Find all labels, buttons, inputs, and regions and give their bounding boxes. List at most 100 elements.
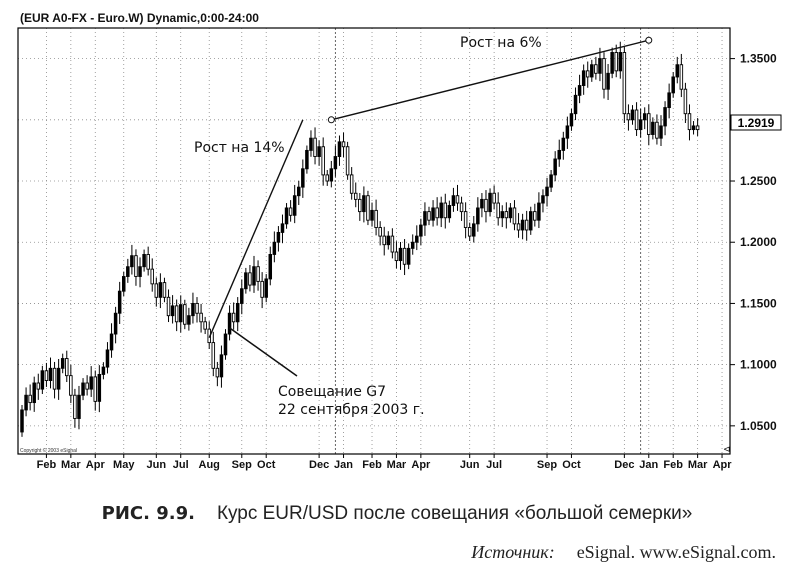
candle-body [244,272,248,290]
x-tick-label: Dec [309,459,329,471]
trend-line [208,119,304,338]
candle-body [614,52,618,72]
x-tick-label: Jul [486,459,502,471]
candle-body [419,224,423,237]
candle-body [235,302,240,323]
candle-body [439,202,443,219]
x-tick-label: Apr [411,459,431,471]
candle-body [447,205,452,219]
candle-body [659,125,663,139]
candle-body [541,195,545,204]
candle-body [56,367,61,390]
candle-body [626,113,631,121]
candle-body [524,219,529,231]
candle-body [488,192,492,213]
candle-body [472,223,476,237]
candle-body [638,119,643,131]
candle-body [467,227,472,237]
x-tick-label: Mar [387,459,407,471]
candle-body [561,137,566,151]
x-tick-label: Sep [537,459,557,471]
candle-body [520,219,525,231]
candle-body [150,268,154,285]
candle-body [687,113,692,131]
candle-body [545,186,549,197]
copyright-text: Copyright © 2003 eSignal [20,447,77,454]
x-tick-label: Jan [639,459,658,471]
candle-body [248,272,252,286]
trend-endpoint [645,36,653,44]
candle-body [573,94,578,115]
g7-annotation-line1: Совещание G7 [278,384,386,400]
x-tick-label: Oct [562,459,581,471]
candle-body [476,207,480,225]
candle-body [594,64,598,74]
y-tick-label: 1.3500 [740,52,777,66]
candle-body [101,366,106,375]
x-tick-label: Apr [86,459,106,471]
candle-body [406,247,411,265]
candle-body [333,156,338,170]
candle-body [394,251,399,262]
candle-body [280,223,285,233]
candle-body [203,321,207,330]
candle-body [410,241,415,249]
candle-body [77,394,81,419]
candle-body [305,149,309,170]
candle-body [529,211,533,231]
candle-body [227,312,232,335]
x-tick-label: Aug [199,459,220,471]
candle-body [378,227,382,237]
candle-body [695,125,700,131]
candle-body [117,290,122,314]
candle-body [618,52,623,72]
candle-body [671,76,675,94]
candle-body [565,125,570,139]
candle-body [138,266,142,277]
last-price-label: 1.2919 [738,116,775,130]
candle-body [301,168,305,188]
candle-body [223,333,228,356]
x-tick-label: Jun [460,459,480,471]
candle-body [325,174,330,182]
figure-caption: РИС. 9.9. Курс EUR/USD после совещания «б… [0,503,794,525]
source-text: eSignal. www.eSignal.com. [576,542,776,562]
candle-body [606,72,610,90]
candle-body [32,382,36,404]
candle-body [533,211,537,221]
x-tick-label: Sep [232,459,252,471]
candle-body [455,195,460,204]
candle-body [512,207,517,225]
candle-body [402,247,407,265]
candle-body [549,174,553,188]
candle-body [211,342,216,369]
candle-body [191,302,195,317]
candle-body [622,52,627,115]
x-tick-label: Mar [61,459,81,471]
candle-body [24,394,28,411]
chart-title: (EUR A0-FX - Euro.W) Dynamic,0:00-24:00 [20,11,259,25]
candle-body [105,349,110,368]
candle-body [89,376,93,390]
candle-body [691,125,696,131]
candle-body [569,113,574,127]
candle-body [121,276,126,292]
x-tick-label: Mar [688,459,708,471]
candle-body [683,88,688,115]
annotation-leader [229,327,298,377]
y-tick-label: 1.1000 [740,358,777,372]
candle-body [109,333,114,351]
trend-line [331,39,649,121]
candle-body [195,302,199,314]
candle-body [341,141,346,148]
eurusd-candlestick-chart: 1.05001.10001.15001.20001.25001.30001.35… [17,11,782,471]
candle-body [675,64,680,78]
y-tick-label: 1.0500 [740,419,777,433]
candle-body [655,121,659,139]
figure-source: Источник: eSignal. www.eSignal.com. [471,542,776,563]
candle-body [386,235,391,246]
x-tick-label: Jan [334,459,353,471]
x-tick-label: Jun [147,459,167,471]
g7-annotation-line2: 22 сентября 2003 г. [278,402,425,418]
candle-body [500,211,505,219]
